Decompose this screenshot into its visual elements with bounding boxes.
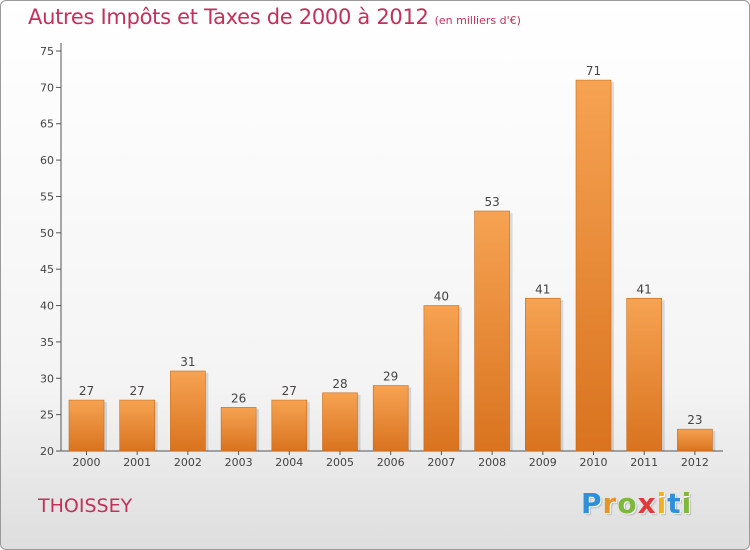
y-tick-label: 50 xyxy=(40,227,54,240)
bars: 27 27 31 26 27 28 29 40 53 41 71 41 23 xyxy=(68,64,716,452)
bar-2010 xyxy=(575,79,612,452)
y-tick-label: 20 xyxy=(40,445,54,458)
bar-2000 xyxy=(68,399,105,452)
data-label: 27 xyxy=(130,384,145,398)
bar-2009 xyxy=(524,297,561,452)
data-label: 41 xyxy=(535,282,550,296)
data-label: 40 xyxy=(434,290,449,304)
chart-subtitle: (en milliers d'€) xyxy=(434,14,521,27)
y-tick-label: 70 xyxy=(40,81,54,94)
logo-letter: x xyxy=(637,487,657,520)
data-label: 29 xyxy=(383,370,398,384)
y-tick-label: 65 xyxy=(40,118,54,131)
x-tick-label: 2007 xyxy=(427,456,455,469)
logo-letter: o xyxy=(617,487,638,520)
bar-2006 xyxy=(372,385,409,452)
chart-title: Autres Impôts et Taxes de 2000 à 2012 (en… xyxy=(28,5,521,29)
y-tick-label: 40 xyxy=(40,300,54,313)
commune-name: THOISSEY xyxy=(38,495,133,517)
y-tick-label: 75 xyxy=(40,45,54,58)
data-label: 26 xyxy=(231,391,246,405)
y-tick-label: 35 xyxy=(40,336,54,349)
x-tick-label: 2002 xyxy=(174,456,202,469)
x-tick-label: 2003 xyxy=(225,456,253,469)
x-tick-label: 2009 xyxy=(529,456,557,469)
logo-letter: P xyxy=(581,487,603,520)
y-tick-label: 60 xyxy=(40,154,54,167)
logo-letter: r xyxy=(602,487,618,520)
bar-2007 xyxy=(423,305,460,452)
x-tick-label: 2012 xyxy=(681,456,709,469)
proxiti-logo: Proxiti xyxy=(581,487,692,520)
y-tick-label: 55 xyxy=(40,190,54,203)
data-label: 27 xyxy=(79,384,94,398)
x-tick-label: 2011 xyxy=(630,456,658,469)
data-label: 23 xyxy=(687,413,702,427)
x-tick-label: 2008 xyxy=(478,456,506,469)
bar-2004 xyxy=(271,399,308,452)
bar-2002 xyxy=(170,370,206,452)
bar-2005 xyxy=(322,392,358,452)
data-label: 27 xyxy=(282,384,297,398)
y-tick-label: 25 xyxy=(40,409,54,422)
y-tick-label: 45 xyxy=(40,263,54,276)
y-tick-label: 30 xyxy=(40,372,54,385)
bar-2011 xyxy=(626,297,663,452)
x-tick-label: 2004 xyxy=(275,456,303,469)
data-label: 71 xyxy=(586,64,601,78)
x-axis: 2000 2001 2002 2003 2004 2005 2006 2007 2008 2009… xyxy=(61,450,723,469)
bar-2003 xyxy=(220,407,257,452)
x-tick-label: 2001 xyxy=(123,456,151,469)
bar-2001 xyxy=(119,399,155,452)
data-label: 28 xyxy=(332,377,347,391)
data-label: 31 xyxy=(180,355,195,369)
x-tick-label: 2006 xyxy=(377,456,405,469)
data-label: 41 xyxy=(637,282,652,296)
y-axis: 20 25 30 35 40 45 50 55 60 65 70 75 xyxy=(40,43,62,458)
logo-letter: i xyxy=(656,487,668,520)
logo-letter: t xyxy=(667,487,682,520)
logo-letter: i xyxy=(681,487,693,520)
bar-2008 xyxy=(474,210,510,452)
data-label: 53 xyxy=(484,195,499,209)
x-tick-label: 2005 xyxy=(326,456,354,469)
bar-2012 xyxy=(677,428,713,452)
x-tick-label: 2000 xyxy=(73,456,101,469)
x-tick-label: 2010 xyxy=(580,456,608,469)
title-text: Autres Impôts et Taxes de 2000 à 2012 xyxy=(28,5,429,29)
